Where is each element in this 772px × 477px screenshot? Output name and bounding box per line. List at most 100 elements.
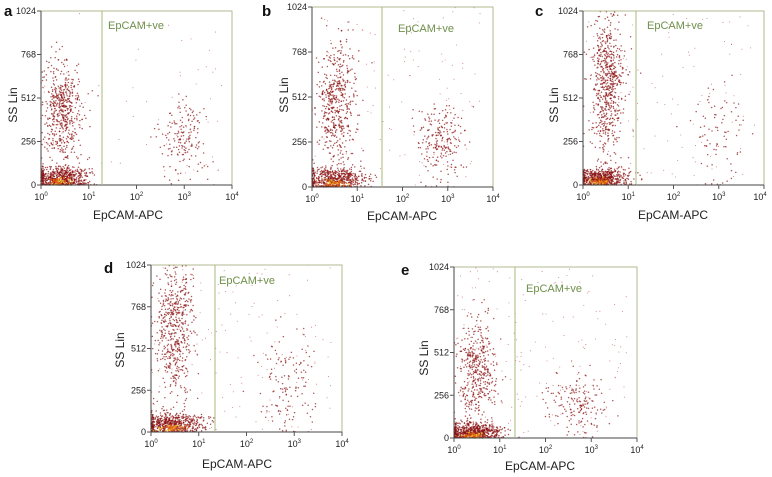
scatter-point-c-424 (619, 178, 622, 181)
scatter-point-c-634 (606, 26, 609, 29)
scatter-point-b-645 (347, 132, 349, 134)
scatter-point-c-1266 (751, 133, 754, 135)
scatter-point-c-619 (591, 180, 594, 183)
scatter-point-b-615 (335, 182, 338, 185)
scatter-point-c-793 (616, 140, 618, 143)
scatter-point-a-1457 (179, 71, 181, 73)
scatter-point-a-1098 (50, 46, 53, 48)
scatter-point-c-1108 (601, 98, 604, 100)
scatter-point-c-1117 (603, 50, 606, 52)
scatter-point-a-347 (74, 169, 77, 172)
scatter-point-b-735 (330, 128, 332, 130)
scatter-point-b-1264 (450, 125, 453, 128)
scatter-point-b-959 (337, 149, 340, 151)
scatter-point-b-256 (320, 182, 323, 184)
scatter-point-c-368 (616, 175, 619, 177)
scatter-point-b-727 (334, 142, 336, 145)
scatter-point-b-790 (337, 28, 340, 30)
scatter-point-a-1161 (68, 100, 71, 102)
scatter-point-b-914 (335, 129, 338, 131)
scatter-point-a-1358 (184, 149, 187, 152)
scatter-point-c-1286 (733, 102, 735, 104)
scatter-point-c-691 (605, 57, 608, 60)
scatter-point-a-915 (58, 93, 60, 95)
scatter-point-a-1347 (174, 132, 176, 135)
scatter-point-c-1272 (721, 121, 723, 124)
scatter-point-a-788 (71, 136, 73, 139)
scatter-point-b-1043 (330, 88, 333, 90)
scatter-point-a-1420 (164, 169, 166, 171)
scatter-point-d-466 (151, 415, 154, 417)
scatter-point-b-1300 (441, 149, 444, 151)
scatter-point-c-239 (639, 174, 641, 176)
scatter-point-b-731 (334, 172, 336, 174)
scatter-point-a-888 (45, 110, 48, 112)
scatter-point-c-1363 (620, 92, 622, 94)
scatter-point-a-400 (65, 174, 68, 176)
x-axis-label-b: EpCAM-APC (367, 209, 437, 223)
scatter-point-b-884 (341, 133, 343, 135)
scatter-point-a-984 (53, 147, 55, 149)
scatter-point-b-812 (342, 100, 345, 102)
scatter-point-b-1349 (478, 22, 480, 24)
scatter-point-b-1010 (339, 138, 341, 140)
scatter-point-a-1086 (48, 145, 51, 147)
scatter-point-c-609 (597, 180, 599, 183)
scatter-point-a-538 (41, 182, 44, 184)
scatter-point-b-762 (354, 72, 356, 75)
scatter-point-c-395 (610, 173, 613, 176)
scatter-point-b-866 (328, 81, 331, 83)
scatter-point-c-1437 (621, 49, 624, 51)
scatter-point-c-905 (603, 86, 605, 89)
scatter-point-b-1423 (366, 86, 368, 88)
scatter-point-a-670 (53, 178, 56, 181)
scatter-point-a-440 (85, 179, 87, 181)
scatter-point-c-818 (610, 113, 613, 115)
scatter-point-c-910 (610, 99, 613, 102)
scatter-point-d-316 (167, 421, 170, 423)
scatter-point-d-45 (207, 415, 210, 418)
scatter-point-a-625 (43, 176, 45, 178)
scatter-point-a-696 (53, 111, 55, 113)
scatter-point-b-842 (357, 60, 360, 62)
scatter-point-b-1220 (453, 151, 455, 153)
scatter-point-d-423 (165, 409, 168, 411)
scatter-point-a-640 (68, 181, 70, 184)
scatter-point-c-1187 (611, 85, 614, 87)
scatter-point-c-1095 (604, 85, 607, 88)
scatter-point-c-979 (611, 121, 614, 123)
scatter-point-d-212 (189, 415, 192, 418)
scatter-point-b-1333 (449, 150, 451, 152)
scatter-point-a-225 (55, 167, 57, 169)
scatter-point-c-860 (620, 62, 622, 65)
scatter-point-b-915 (324, 144, 326, 146)
scatter-point-c-1396 (598, 172, 600, 175)
scatter-point-a-1105 (71, 166, 74, 168)
scatter-point-a-1340 (188, 135, 190, 138)
scatter-point-a-1176 (71, 122, 74, 124)
scatter-point-a-345 (68, 169, 71, 172)
scatter-point-a-925 (64, 99, 67, 101)
scatter-point-d-526 (191, 429, 194, 431)
scatter-point-c-1342 (590, 56, 592, 59)
scatter-point-a-1328 (150, 136, 152, 138)
scatter-point-c-1093 (597, 158, 600, 160)
scatter-point-b-1074 (327, 104, 330, 106)
scatter-point-b-472 (323, 177, 326, 179)
scatter-point-b-505 (345, 179, 348, 181)
scatter-point-c-1073 (612, 117, 614, 120)
scatter-point-b-16 (356, 177, 359, 179)
scatter-point-b-982 (343, 131, 345, 134)
scatter-point-c-1338 (726, 158, 728, 160)
scatter-point-c-1339 (717, 146, 719, 148)
scatter-point-d-465 (200, 423, 202, 425)
scatter-point-c-1208 (613, 74, 615, 76)
scatter-point-a-1399 (214, 31, 217, 33)
scatter-point-c-1291 (708, 101, 710, 104)
scatter-point-c-1431 (701, 94, 703, 96)
scatter-point-b-1320 (458, 140, 461, 143)
scatter-point-c-1046 (599, 134, 601, 137)
scatter-point-b-787 (357, 128, 359, 131)
scatter-point-b-324 (354, 181, 357, 184)
scatter-point-c-1048 (620, 58, 622, 61)
